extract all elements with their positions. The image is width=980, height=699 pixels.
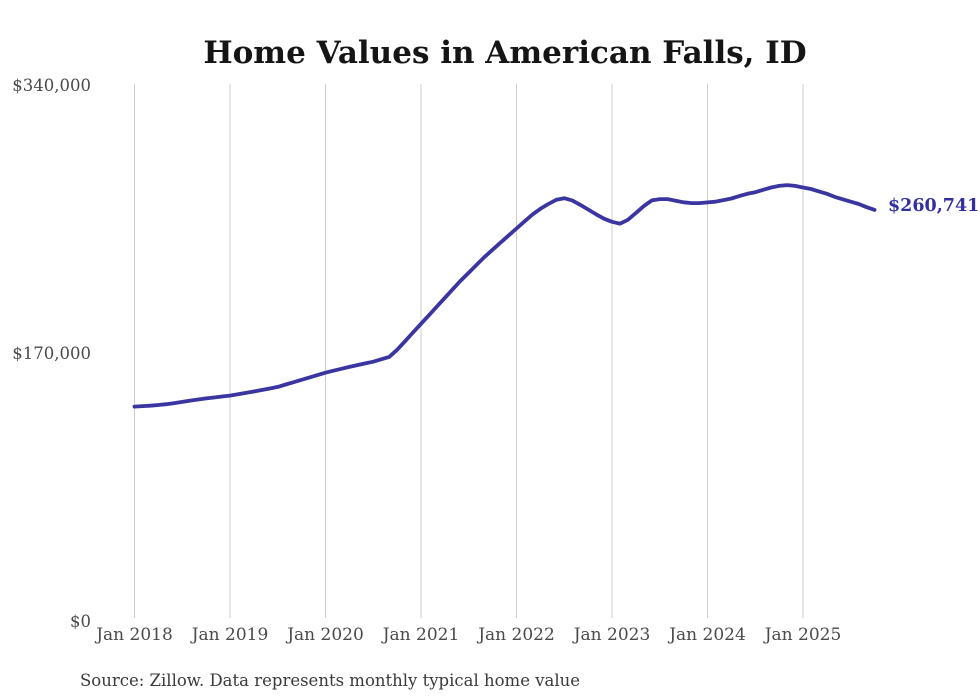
x-axis-labels-group: Jan 2018 Jan 2019 Jan 2020 Jan 2021 Jan 2022… — [94, 625, 841, 645]
x-tick-label: Jan 2018 — [94, 625, 173, 645]
home-value-line — [132, 183, 877, 409]
y-tick-label: $0 — [70, 612, 91, 631]
chart-title: Home Values in American Falls, ID — [203, 35, 806, 71]
y-axis-labels-group: $0 $170,000 $340,000 — [12, 76, 91, 631]
y-tick-label: $170,000 — [12, 344, 91, 363]
series-group — [132, 183, 877, 409]
x-tick-label: Jan 2019 — [190, 625, 269, 645]
end-value-label: $260,741 — [888, 196, 979, 216]
x-tick-label: Jan 2022 — [476, 625, 555, 645]
x-tick-label: Jan 2024 — [667, 625, 746, 645]
x-tick-label: Jan 2025 — [763, 625, 842, 645]
y-tick-label: $340,000 — [12, 76, 91, 95]
x-tick-label: Jan 2021 — [381, 625, 460, 645]
x-tick-label: Jan 2020 — [285, 625, 364, 645]
source-note: Source: Zillow. Data represents monthly … — [80, 671, 580, 690]
gridlines-group — [134, 84, 804, 618]
x-tick-label: Jan 2023 — [572, 625, 651, 645]
